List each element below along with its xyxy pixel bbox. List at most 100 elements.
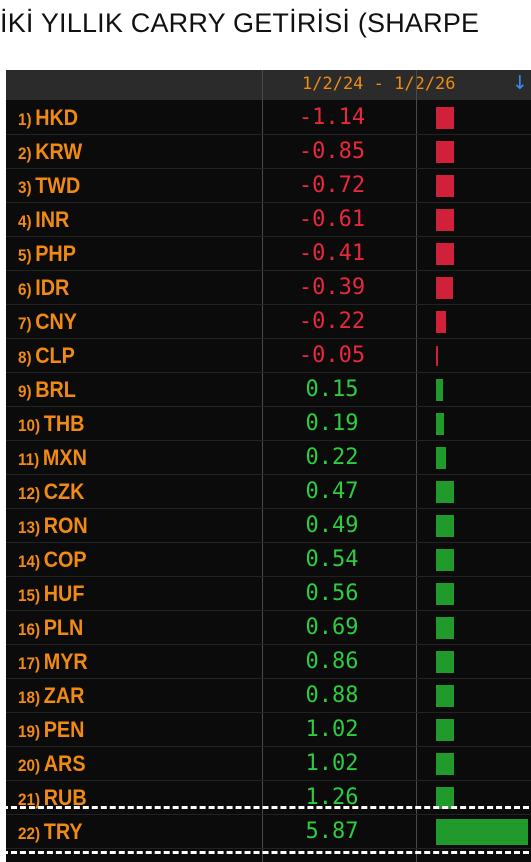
sharpe-value: 0.15 [305,377,359,402]
currency-label[interactable]: 17) MYR [18,645,88,679]
currency-label[interactable]: 19) PEN [18,713,84,747]
value-bar [436,175,454,197]
rank-number: 1) [18,110,32,129]
sharpe-value: 0.49 [305,513,359,538]
row-separator [6,780,531,781]
currency-code: HKD [35,105,79,130]
ranking-table: 1/2/24 - 1/2/26 ↓ 1) HKD -1.14 2) KRW -0.85 3)… [6,70,531,862]
sharpe-value: 0.86 [305,649,359,674]
value-bar [436,719,454,741]
sharpe-value: 0.69 [305,615,359,640]
period-header[interactable]: 1/2/24 - 1/2/26 [302,74,456,94]
row-separator [6,270,531,271]
sharpe-value: -0.85 [298,139,366,164]
currency-label[interactable]: 1) HKD [18,101,78,135]
value-bar [436,583,454,605]
row-separator [6,508,531,509]
currency-code: PHP [35,241,76,266]
currency-label[interactable]: 22) TRY [18,815,83,849]
row-separator [6,134,531,135]
sharpe-value: -0.05 [298,343,366,368]
currency-label[interactable]: 8) CLP [18,339,75,373]
sharpe-value: -0.22 [298,309,366,334]
currency-code: RUB [43,785,87,810]
row-separator [6,168,531,169]
sharpe-value: 0.54 [305,547,359,572]
sharpe-value: 5.87 [305,819,359,844]
row-separator [6,644,531,645]
rank-number: 13) [18,518,41,537]
sharpe-value: -0.41 [298,241,366,266]
sharpe-value: 0.22 [305,445,359,470]
value-bar [436,413,444,435]
currency-label[interactable]: 9) BRL [18,373,76,407]
currency-label[interactable]: 3) TWD [18,169,80,203]
currency-code: BRL [35,377,76,402]
currency-code: ZAR [43,683,85,708]
sharpe-value: 0.88 [305,683,359,708]
currency-code: MYR [43,649,88,674]
currency-code: CNY [35,309,78,334]
sharpe-value: 0.19 [305,411,359,436]
row-separator [6,474,531,475]
currency-label[interactable]: 5) PHP [18,237,76,271]
rank-number: 10) [18,416,41,435]
sharpe-value: -0.39 [298,275,366,300]
rank-number: 20) [18,756,41,775]
row-separator [6,406,531,407]
rank-number: 6) [18,280,32,299]
value-bar [436,141,454,163]
column-divider [416,70,417,862]
rank-number: 19) [18,722,41,741]
currency-label[interactable]: 12) CZK [18,475,84,509]
currency-label[interactable]: 14) COP [18,543,87,577]
value-bar [436,243,454,265]
value-bar [436,209,454,231]
currency-code: TWD [35,173,81,198]
value-bar [436,346,438,366]
currency-code: KRW [35,139,83,164]
currency-label[interactable]: 2) KRW [18,135,82,169]
table-header: 1/2/24 - 1/2/26 ↓ [6,70,531,100]
row-separator [6,814,531,815]
value-bar [436,107,454,129]
rank-number: 2) [18,144,32,163]
currency-code: THB [43,411,85,436]
currency-label[interactable]: 20) ARS [18,747,86,781]
sharpe-value: -0.61 [298,207,366,232]
currency-code: CZK [43,479,85,504]
rank-number: 21) [18,790,41,809]
value-bar [436,311,446,333]
rank-number: 15) [18,586,41,605]
rank-number: 8) [18,348,32,367]
currency-label[interactable]: 7) CNY [18,305,77,339]
currency-code: RON [43,513,88,538]
row-separator [6,304,531,305]
value-bar [436,787,454,809]
currency-label[interactable]: 15) HUF [18,577,84,611]
currency-code: PLN [43,615,84,640]
sharpe-value: 1.02 [305,717,359,742]
currency-label[interactable]: 13) RON [18,509,88,543]
sort-down-icon[interactable]: ↓ [512,72,528,94]
rank-number: 22) [18,824,41,843]
currency-label[interactable]: 18) ZAR [18,679,84,713]
currency-label[interactable]: 11) MXN [18,441,87,475]
currency-label[interactable]: 4) INR [18,203,69,237]
currency-label[interactable]: 21) RUB [18,781,87,815]
row-separator [6,610,531,611]
currency-label[interactable]: 16) PLN [18,611,83,645]
currency-code: TRY [43,819,83,844]
rank-number: 7) [18,314,32,333]
value-bar [436,447,446,469]
row-separator [6,746,531,747]
currency-label[interactable]: 6) IDR [18,271,69,305]
rank-number: 16) [18,620,41,639]
value-bar [436,819,528,845]
row-separator [6,372,531,373]
rank-number: 9) [18,382,32,401]
sharpe-value: -1.14 [298,105,366,130]
row-separator [6,712,531,713]
currency-label[interactable]: 10) THB [18,407,84,441]
value-bar [436,515,454,537]
